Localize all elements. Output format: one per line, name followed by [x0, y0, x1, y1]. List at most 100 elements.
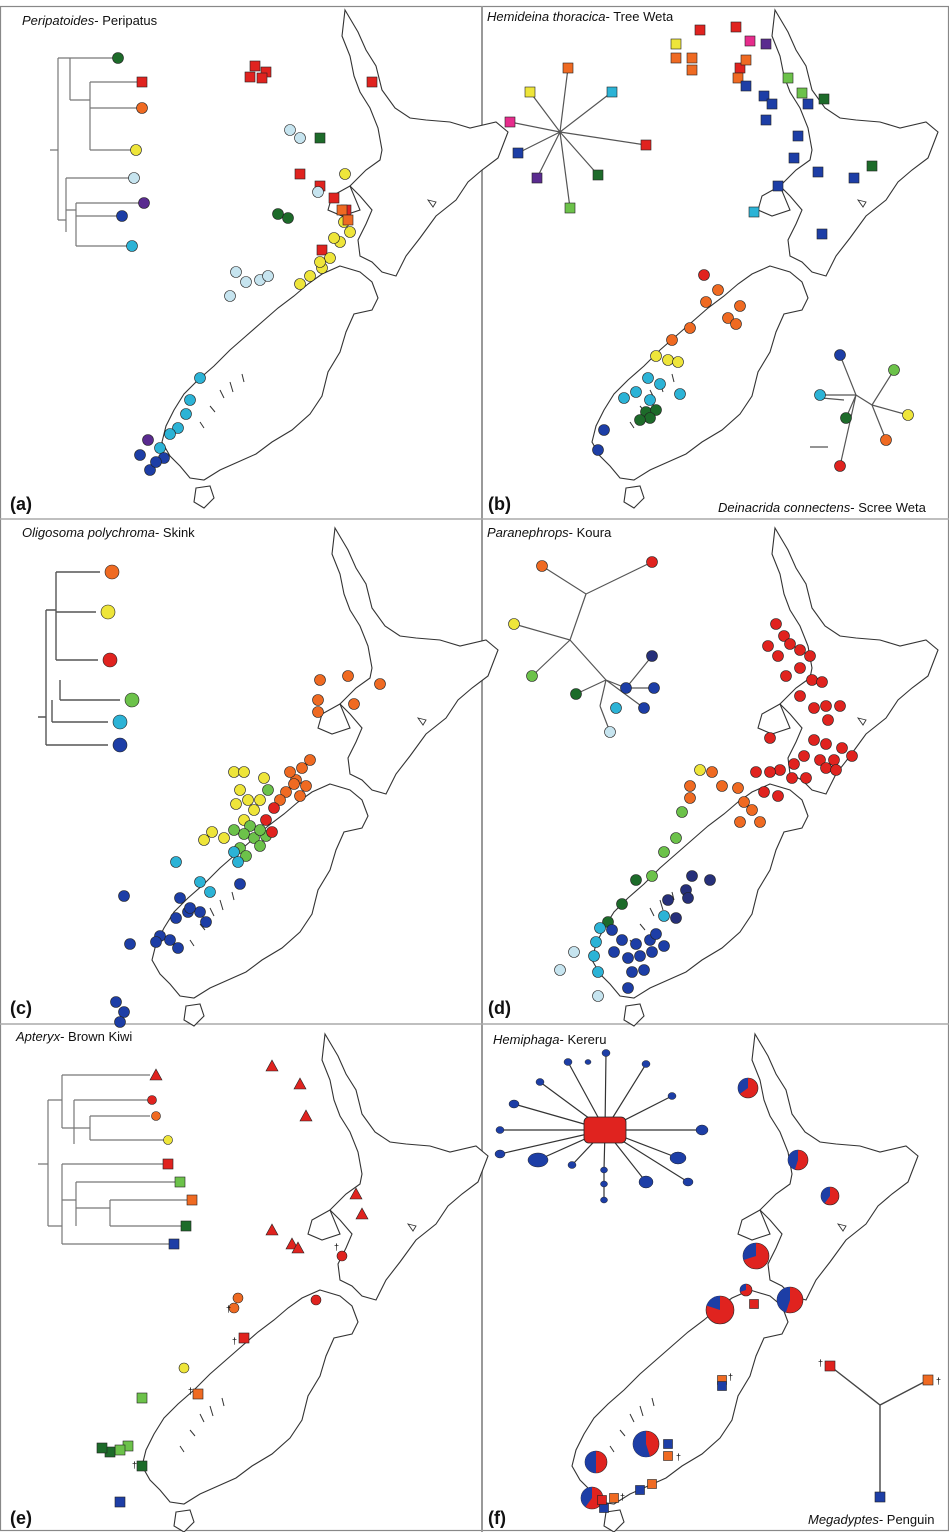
marker-square — [186, 1194, 198, 1206]
marker-circle — [822, 714, 834, 726]
dagger-mark: † — [232, 1336, 237, 1346]
haplotype-node — [495, 1126, 505, 1134]
marker-square — [597, 1495, 607, 1505]
marker-circle — [836, 742, 848, 754]
tree-c — [38, 571, 120, 746]
marker-circle — [230, 798, 242, 810]
marker-circle — [780, 670, 792, 682]
marker-circle — [730, 318, 742, 330]
tree-e — [38, 1074, 188, 1245]
marker-circle — [232, 856, 244, 868]
marker-circle — [254, 824, 266, 836]
marker-triangle — [291, 1241, 305, 1254]
marker-circle — [228, 766, 240, 778]
pie-slice-blue — [820, 1187, 830, 1204]
marker-circle — [840, 412, 852, 424]
marker-circle — [204, 886, 216, 898]
marker-circle — [163, 1135, 173, 1145]
marker-circle — [684, 322, 696, 334]
marker-square — [717, 1381, 727, 1391]
marker-circle — [670, 912, 682, 924]
dots-d — [508, 556, 858, 1002]
title-b-extra: Deinacrida connectens- Scree Weta — [718, 500, 926, 515]
marker-circle — [174, 892, 186, 904]
marker-circle — [312, 694, 324, 706]
dots-b — [504, 21, 914, 472]
marker-circle — [170, 856, 182, 868]
marker-square — [512, 147, 524, 159]
marker-circle — [722, 312, 734, 324]
letter-d: (d) — [488, 998, 511, 1018]
marker-circle — [258, 772, 270, 784]
marker-circle — [616, 898, 628, 910]
marker-circle — [778, 630, 790, 642]
net-d — [513, 561, 654, 733]
marker-circle — [312, 186, 324, 198]
dagger-mark: † — [676, 1452, 681, 1462]
marker-circle — [732, 782, 744, 794]
marker-circle — [820, 700, 832, 712]
pie-slice-blue — [787, 1150, 798, 1170]
marker-circle — [170, 912, 182, 924]
haplotype-node — [563, 1058, 573, 1066]
marker-square — [180, 1220, 192, 1232]
marker-circle — [644, 412, 656, 424]
marker-circle — [284, 766, 296, 778]
pie-slice-blue — [706, 1296, 720, 1310]
marker-circle — [198, 834, 210, 846]
marker-circle — [816, 676, 828, 688]
marker-circle — [142, 434, 154, 446]
marker-circle — [136, 102, 148, 114]
marker-square — [866, 160, 878, 172]
marker-circle — [240, 850, 252, 862]
letter-e: (e) — [10, 1508, 32, 1528]
pie-slice-blue — [738, 1078, 748, 1094]
marker-circle — [592, 966, 604, 978]
marker-square — [314, 132, 326, 144]
marker-square — [606, 86, 618, 98]
marker-circle — [698, 269, 710, 281]
marker-circle — [788, 758, 800, 770]
marker-square — [686, 52, 698, 64]
marker-square — [816, 228, 828, 240]
dagger-mark: † — [188, 1386, 193, 1396]
marker-circle — [676, 806, 688, 818]
marker-triangle — [299, 1109, 313, 1122]
marker-circle — [126, 240, 138, 252]
marker-circle — [300, 780, 312, 792]
marker-square — [802, 98, 814, 110]
genus-b: Hemideina thoracica — [487, 9, 606, 24]
dagger-mark: † — [620, 1492, 625, 1502]
marker-square — [694, 24, 706, 36]
map-c — [151, 527, 499, 1027]
marker-square — [772, 180, 784, 192]
title-a: Peripatoides- Peripatus — [22, 13, 157, 28]
marker-square — [874, 1491, 886, 1503]
marker-circle — [100, 604, 116, 620]
marker-circle — [262, 270, 274, 282]
marker-circle — [328, 232, 340, 244]
marker-circle — [630, 386, 642, 398]
common-a: - Peripatus — [94, 13, 158, 28]
marker-circle — [294, 132, 306, 144]
marker-square — [758, 90, 770, 102]
marker-circle — [304, 270, 316, 282]
marker-circle — [234, 784, 246, 796]
marker-circle — [508, 618, 520, 630]
marker-square — [647, 1479, 657, 1489]
marker-circle — [794, 644, 806, 656]
pie-slice-blue — [739, 1284, 746, 1292]
marker-circle — [734, 300, 746, 312]
title-c: Oligosoma polychroma- Skink — [22, 525, 195, 540]
marker-circle — [590, 936, 602, 948]
marker-circle — [344, 226, 356, 238]
marker-circle — [178, 1362, 190, 1374]
marker-circle — [228, 1302, 240, 1314]
marker-circle — [626, 966, 638, 978]
marker-circle — [102, 652, 118, 668]
dagger-mark: † — [132, 1460, 137, 1470]
title-b: Hemideina thoracica- Tree Weta — [487, 9, 673, 24]
marker-circle — [834, 349, 846, 361]
title-f: Hemiphaga- Kereru — [493, 1032, 606, 1047]
marker-circle — [194, 876, 206, 888]
